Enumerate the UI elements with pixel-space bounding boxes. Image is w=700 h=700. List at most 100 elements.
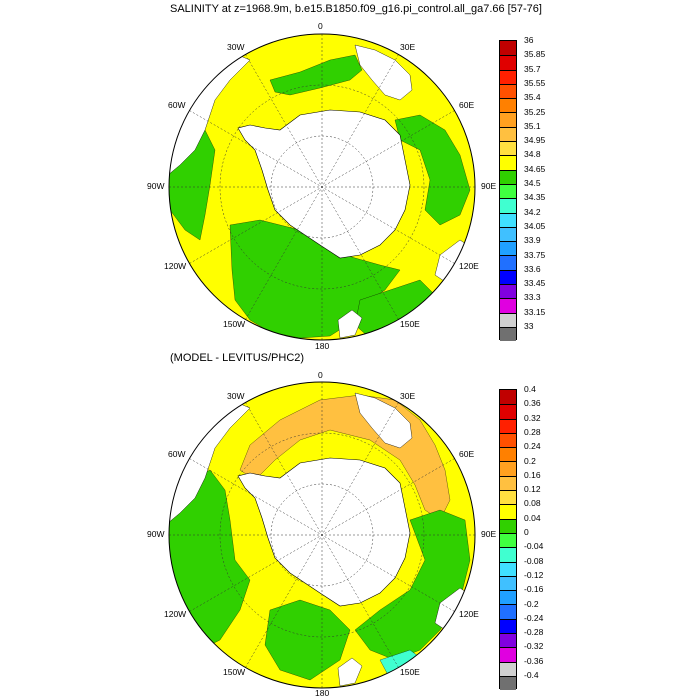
- panel2-map: [169, 382, 475, 688]
- panel2-green-region-south: [264, 599, 351, 681]
- colorbar-label: 0.4: [524, 384, 536, 394]
- colorbar-cell: [500, 298, 516, 313]
- colorbar-label: -0.28: [524, 627, 544, 638]
- colorbar-cell: [500, 269, 516, 285]
- colorbar-cell: [500, 83, 516, 99]
- colorbar-label: 35.55: [524, 77, 546, 88]
- colorbar-cell: [500, 404, 516, 419]
- colorbar-cell: [500, 561, 516, 576]
- colorbar-cell: [500, 112, 516, 127]
- colorbar-label: 34.8: [524, 149, 541, 160]
- colorbar-cell: [500, 312, 516, 327]
- panel2-lon-label: 120W: [164, 609, 187, 619]
- colorbar-label: -0.36: [524, 655, 544, 666]
- colorbar-cell: [500, 447, 516, 462]
- colorbar-cell: [500, 575, 516, 591]
- colorbar-cell: [500, 212, 516, 227]
- panel2-lon-label: 60W: [168, 449, 186, 459]
- panel1-lon-label: 120E: [459, 261, 479, 271]
- colorbar-cell: [500, 475, 516, 491]
- panel1-green-region-atlantic: [269, 54, 363, 96]
- colorbar-label: 35.7: [524, 63, 541, 74]
- colorbar-cell: [500, 518, 516, 533]
- colorbar-label: -0.4: [524, 670, 539, 680]
- panel1-lon-label: 0: [318, 21, 323, 31]
- colorbar-cell: [500, 547, 516, 562]
- colorbar-label: 0.16: [524, 469, 541, 480]
- colorbar-cell: [500, 590, 516, 605]
- colorbar-label: 35.4: [524, 92, 541, 103]
- panel2-new-zealand: [337, 657, 363, 687]
- panel1-map-border: [168, 33, 476, 341]
- panel1-lon-label: 30E: [400, 42, 416, 52]
- colorbar-label: -0.24: [524, 612, 544, 623]
- panel1-map: [169, 34, 475, 340]
- colorbar-label: 0.08: [524, 498, 541, 509]
- colorbar-cell: [500, 98, 516, 113]
- colorbar-cell: [500, 41, 516, 56]
- colorbar-label: 34.2: [524, 206, 541, 217]
- colorbar-label: 33: [524, 321, 534, 331]
- colorbar-cell: [500, 284, 516, 299]
- panel2-lon-label: 150E: [400, 667, 420, 677]
- colorbar-cell: [500, 198, 516, 213]
- colorbar-cell: [500, 55, 516, 70]
- colorbar-cell: [500, 647, 516, 662]
- panel1-lon-label: 90W: [147, 181, 165, 191]
- colorbar-cell: [500, 69, 516, 84]
- panel1-colorbar: [499, 40, 517, 342]
- colorbar-label: -0.04: [524, 541, 544, 552]
- panel2-lon-label: 0: [318, 370, 323, 380]
- colorbar-label: 0.36: [524, 398, 541, 409]
- colorbar-cell: [500, 326, 516, 342]
- colorbar-label: 0.2: [524, 455, 536, 466]
- panel2-lon-label: 180: [315, 688, 330, 698]
- colorbar-cell: [500, 183, 516, 199]
- colorbar-label: 0.28: [524, 426, 541, 437]
- colorbar-cell: [500, 241, 516, 256]
- panel1-lon-label: 60E: [459, 100, 475, 110]
- colorbar-label: 36: [524, 35, 534, 45]
- colorbar-cell: [500, 169, 516, 184]
- panel1-lon-label: 120W: [164, 261, 187, 271]
- panel1-lon-label: 60W: [168, 100, 186, 110]
- colorbar-label: -0.08: [524, 555, 544, 566]
- colorbar-label: 35.1: [524, 120, 541, 131]
- colorbar-cell: [500, 604, 516, 619]
- colorbar-label: 0.24: [524, 441, 541, 452]
- colorbar-label: 34.95: [524, 135, 546, 146]
- colorbar-cell: [500, 504, 516, 519]
- colorbar-cell: [500, 255, 516, 270]
- panel1-lon-label: 90E: [481, 181, 497, 191]
- panel2-lon-label: 150W: [223, 667, 246, 677]
- colorbar-label: 35.25: [524, 106, 546, 117]
- colorbar-label: -0.2: [524, 598, 539, 609]
- colorbar-label: 34.05: [524, 220, 546, 231]
- colorbar-label: 33.45: [524, 278, 546, 289]
- colorbar-label: -0.16: [524, 584, 544, 595]
- panel2-lon-label: 30E: [400, 391, 416, 401]
- panel2-lon-label: 30W: [227, 391, 245, 401]
- colorbar-label: 0.04: [524, 512, 541, 523]
- colorbar-label: 0.32: [524, 412, 541, 423]
- colorbar-label: 0.12: [524, 484, 541, 495]
- colorbar-label: -0.32: [524, 641, 544, 652]
- panel2-africa: [354, 392, 413, 449]
- colorbar-label: 34.35: [524, 192, 546, 203]
- panel2-map-border: [168, 381, 476, 689]
- colorbar-label: 33.3: [524, 292, 541, 303]
- colorbar-label: 33.75: [524, 249, 546, 260]
- colorbar-cell: [500, 675, 516, 691]
- colorbar-cell: [500, 141, 516, 156]
- panel2-lon-label: 60E: [459, 449, 475, 459]
- colorbar-cell: [500, 390, 516, 405]
- colorbar-label: -0.12: [524, 569, 544, 580]
- colorbar-cell: [500, 661, 516, 676]
- colorbar-cell: [500, 126, 516, 142]
- colorbar-label: 33.15: [524, 306, 546, 317]
- colorbar-label: 35.85: [524, 49, 546, 60]
- colorbar-cell: [500, 432, 516, 448]
- panel2-lon-label: 120E: [459, 609, 479, 619]
- panel1-new-zealand: [337, 309, 363, 339]
